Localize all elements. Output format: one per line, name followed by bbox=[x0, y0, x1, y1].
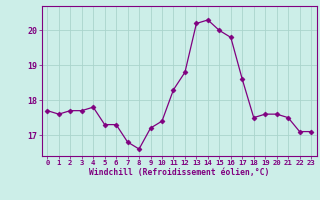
X-axis label: Windchill (Refroidissement éolien,°C): Windchill (Refroidissement éolien,°C) bbox=[89, 168, 269, 177]
